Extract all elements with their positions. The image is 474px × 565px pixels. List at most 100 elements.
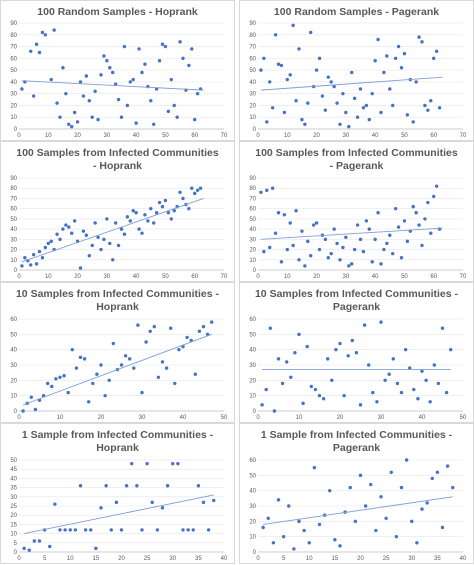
data-point <box>344 110 348 115</box>
data-point <box>193 117 197 122</box>
x-tick-label: 20 <box>118 556 125 562</box>
data-point <box>300 117 304 122</box>
data-point <box>344 235 348 239</box>
data-point <box>335 241 339 246</box>
data-point <box>125 215 130 219</box>
data-point <box>266 516 270 520</box>
data-point <box>276 498 281 502</box>
data-point <box>64 223 68 227</box>
data-point <box>82 357 87 361</box>
data-point <box>265 188 269 192</box>
data-point <box>116 243 121 248</box>
y-tick-label: 20 <box>249 519 256 525</box>
x-tick-label: 50 <box>221 415 228 421</box>
data-point <box>329 80 333 84</box>
y-tick-label: 50 <box>249 473 256 479</box>
data-point <box>420 507 424 511</box>
data-point <box>394 534 399 539</box>
data-point <box>95 372 99 376</box>
data-point <box>122 44 127 49</box>
data-point <box>449 347 453 352</box>
y-tick-label: 0 <box>14 268 18 274</box>
chart-title: 100 Samples from Infected Communities - … <box>255 147 458 172</box>
data-point <box>81 94 86 98</box>
data-point <box>187 206 191 211</box>
y-tick-label: 60 <box>249 458 256 464</box>
x-tick-label: 70 <box>221 133 228 139</box>
y-tick-label: 60 <box>249 207 256 213</box>
data-point <box>96 117 100 122</box>
data-point <box>297 332 301 337</box>
y-tick-label: 40 <box>249 80 256 86</box>
data-point <box>63 528 67 532</box>
y-tick-label: 10 <box>249 115 256 121</box>
data-point <box>195 188 200 192</box>
data-point <box>364 103 369 108</box>
data-point <box>281 534 286 539</box>
y-tick-label: 25 <box>10 504 17 510</box>
data-point <box>285 360 289 364</box>
data-point <box>382 70 386 75</box>
data-point <box>34 42 39 46</box>
data-point <box>430 476 434 481</box>
data-point <box>163 198 168 203</box>
data-point <box>364 219 369 223</box>
y-tick-label: 50 <box>10 458 17 464</box>
data-point <box>276 357 281 361</box>
data-point <box>379 262 383 266</box>
data-point <box>152 221 156 225</box>
data-point <box>140 390 144 395</box>
x-tick-label: 10 <box>45 274 52 280</box>
data-point <box>81 229 86 233</box>
plot-area: 0 10 20 30 40 50 60 0 10 20 30 40 50 <box>10 317 228 421</box>
data-point <box>388 87 392 91</box>
data-point <box>123 354 128 358</box>
data-point <box>297 519 301 524</box>
data-point <box>338 122 342 126</box>
y-tick-label: 15 <box>10 522 17 528</box>
y-tick-label: 60 <box>10 317 17 323</box>
plot-area: 0 10 20 30 40 50 60 70 80 90 0 10 20 30 40 50 60 70 <box>10 176 228 280</box>
data-point <box>414 80 418 84</box>
data-point <box>195 91 200 96</box>
data-point <box>53 502 57 506</box>
data-point <box>440 525 445 530</box>
data-point <box>369 482 373 487</box>
data-point <box>437 106 442 110</box>
data-point <box>303 264 307 268</box>
x-tick-label: 50 <box>162 274 169 280</box>
data-point <box>125 103 130 108</box>
data-point <box>279 63 284 68</box>
data-point <box>40 30 45 35</box>
data-point <box>140 528 144 532</box>
y-tick-label: 40 <box>249 227 256 233</box>
data-point <box>321 397 326 401</box>
data-point <box>333 538 337 542</box>
scatter-chart-6: 0 10 20 30 40 50 60 0 10 20 30 40 50 10 Samples from … <box>239 282 474 423</box>
data-point <box>342 393 346 398</box>
y-tick-label: 40 <box>10 227 17 233</box>
data-point <box>134 121 138 125</box>
data-point <box>414 211 418 215</box>
x-tick-label: 30 <box>139 415 146 421</box>
data-point <box>190 186 194 190</box>
data-point <box>317 56 322 61</box>
data-point <box>122 232 127 236</box>
data-point <box>350 70 354 75</box>
x-tick-label: 40 <box>180 415 187 421</box>
y-tick-label: 20 <box>10 513 17 519</box>
data-point <box>22 546 26 551</box>
data-point <box>259 190 263 195</box>
x-tick-label: 25 <box>144 556 151 562</box>
data-point <box>436 381 441 386</box>
data-point <box>210 320 214 324</box>
data-point <box>391 251 395 256</box>
data-point <box>385 54 389 58</box>
y-tick-label: 60 <box>10 56 17 62</box>
data-point <box>43 33 48 37</box>
data-point <box>181 528 185 532</box>
data-point <box>323 108 328 112</box>
data-point <box>403 347 408 352</box>
data-point <box>105 217 109 221</box>
y-tick-label: 90 <box>249 176 256 182</box>
